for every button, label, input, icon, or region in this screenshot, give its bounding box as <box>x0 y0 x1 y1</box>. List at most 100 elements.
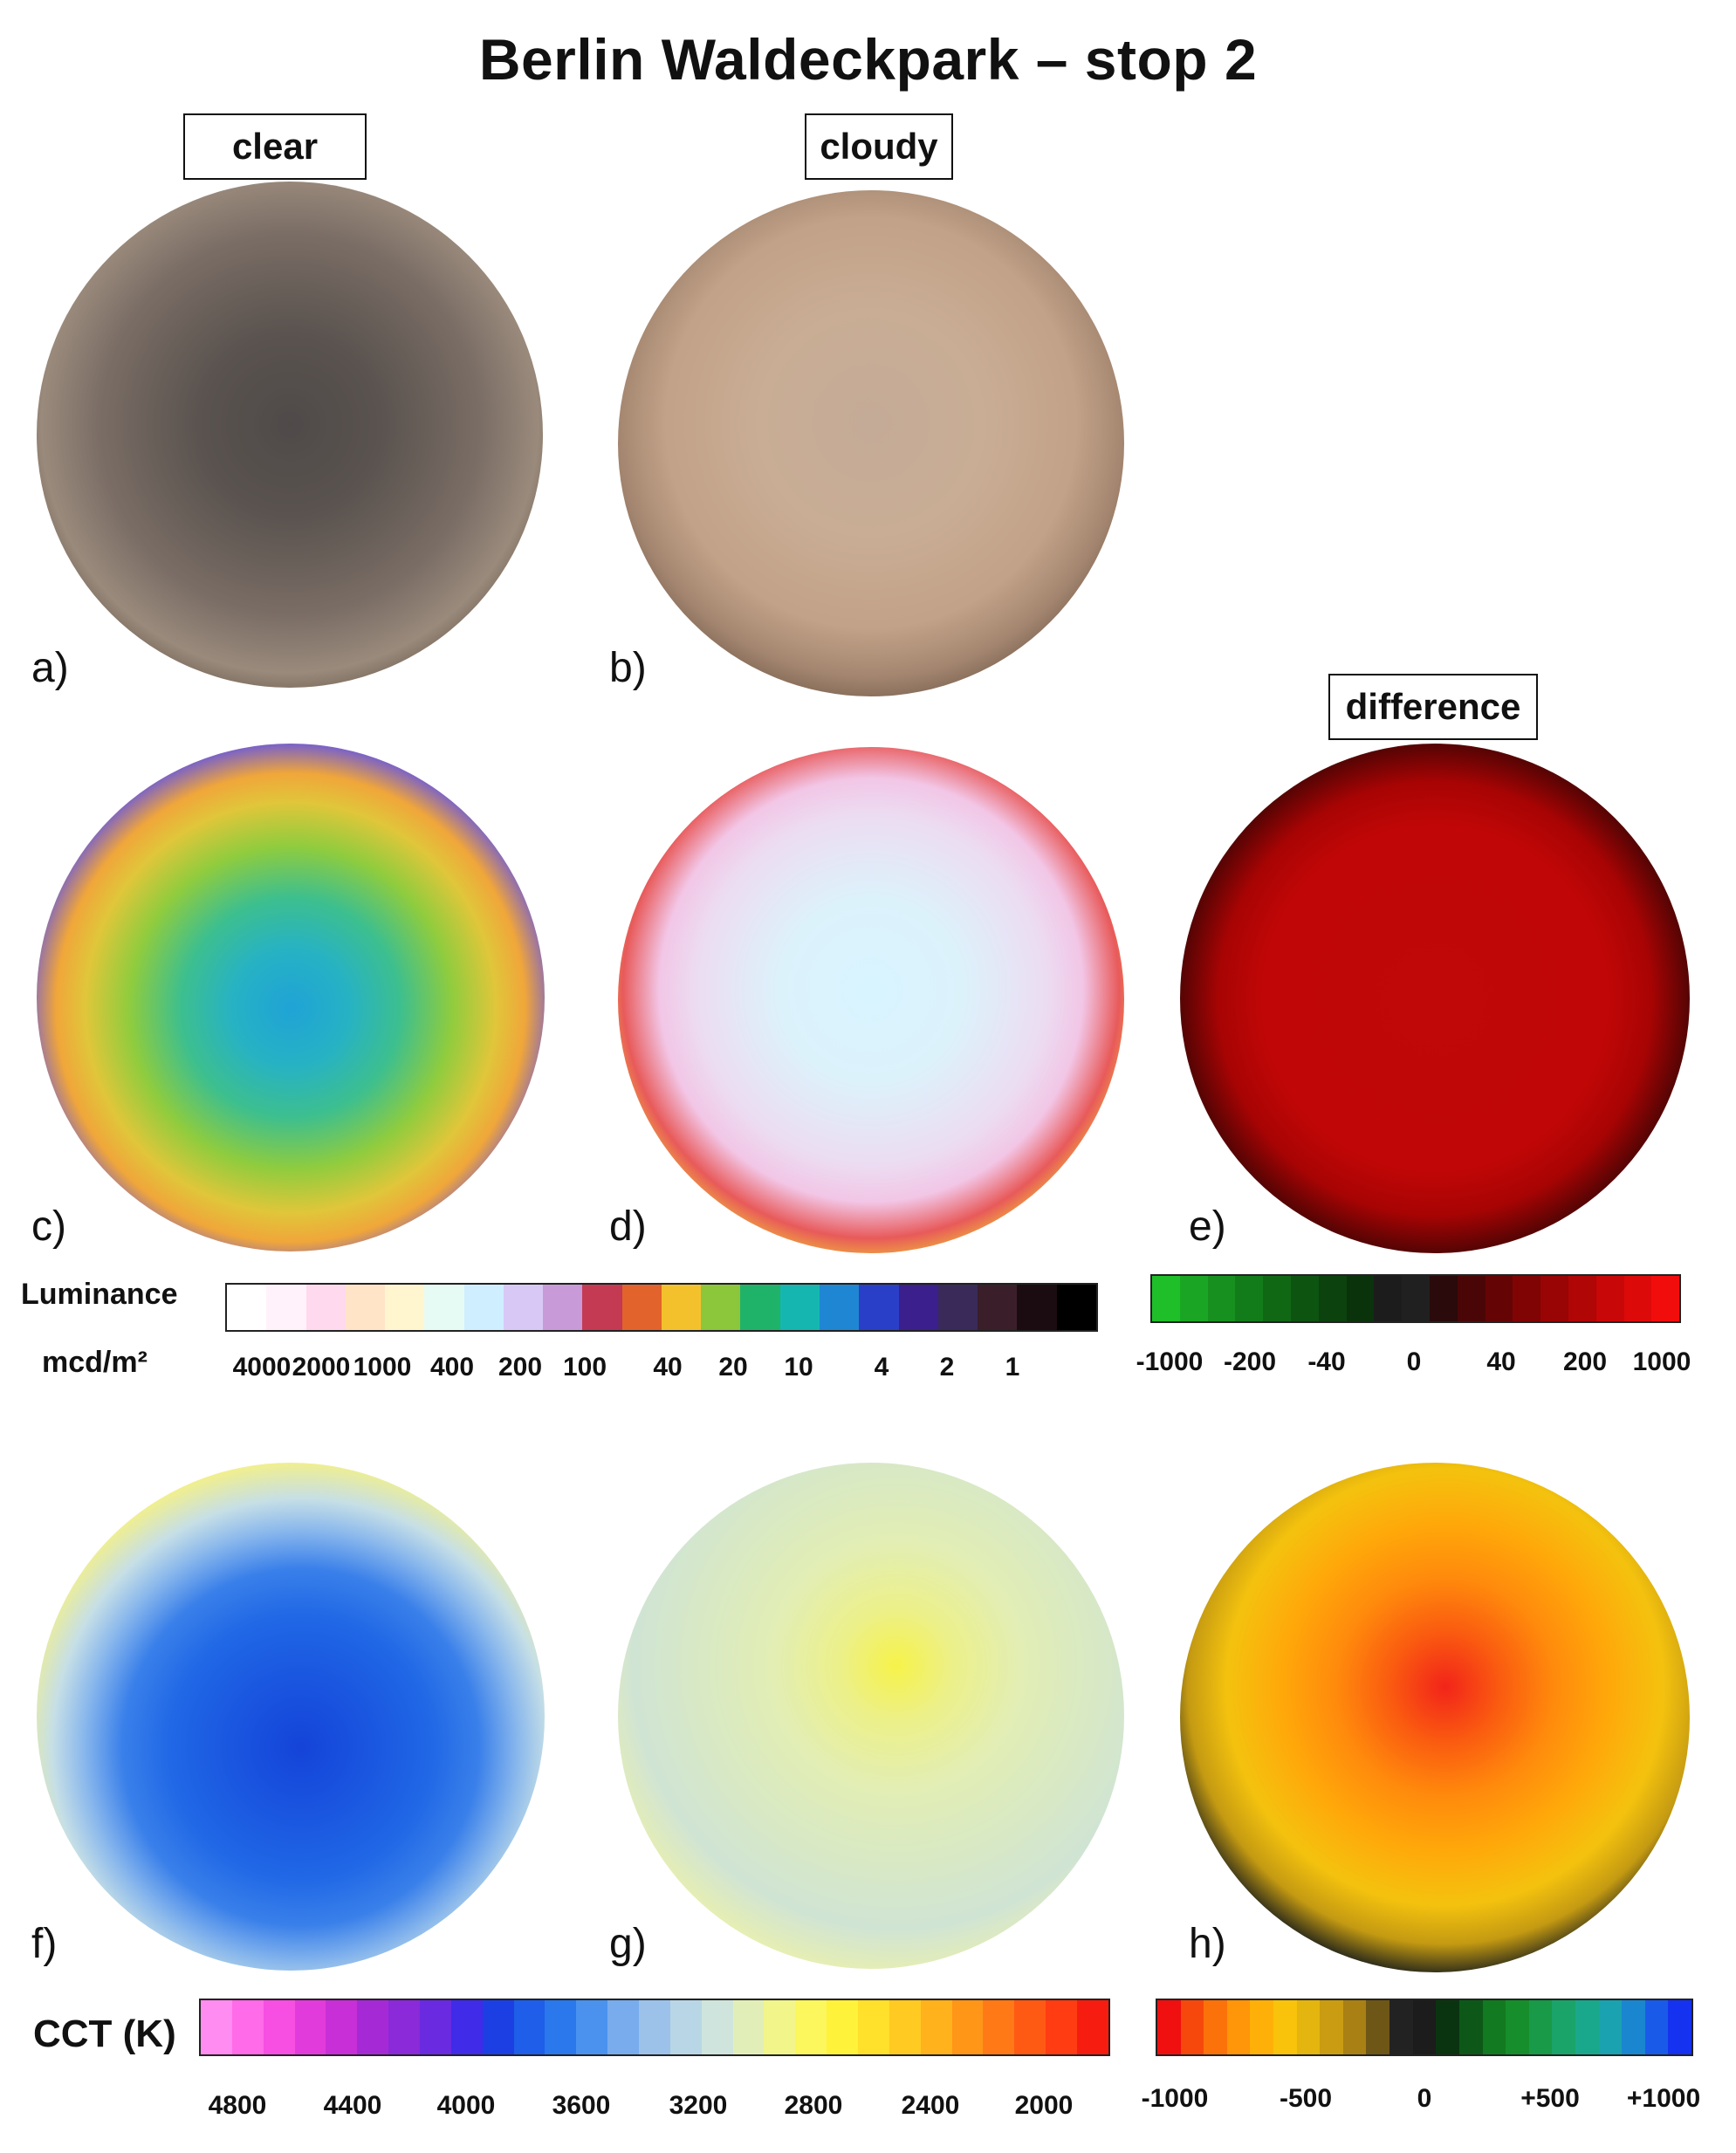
tick-label: 2400 <box>901 2091 960 2120</box>
label-difference: difference <box>1328 674 1538 740</box>
colorbar-segment <box>1513 1276 1541 1321</box>
tick-label: +1000 <box>1626 2084 1701 2113</box>
luminance-scale-unit: mcd/m² <box>42 1346 148 1379</box>
colorbar-segment <box>1046 2000 1078 2054</box>
cct-difference-colorbar <box>1156 1999 1693 2056</box>
tick-label: -200 <box>1223 1347 1277 1376</box>
colorbar-segment <box>450 2000 483 2054</box>
colorbar-segment <box>357 2000 389 2054</box>
tick-label: 1000 <box>353 1353 412 1382</box>
colorbar-segment <box>326 2000 358 2054</box>
panel-label-e: e) <box>1189 1203 1226 1250</box>
colorbar-segment <box>424 1285 464 1330</box>
label-cloudy: cloudy <box>805 113 953 180</box>
colorbar-segment <box>1290 1276 1319 1321</box>
tick-label: 40 <box>653 1353 683 1382</box>
colorbar-segment <box>1651 1276 1680 1321</box>
colorbar-segment <box>858 2000 889 2054</box>
colorbar-segment <box>1668 2000 1692 2054</box>
colorbar-segment <box>920 2000 952 2054</box>
colorbar-segment <box>1263 1276 1291 1321</box>
colorbar-segment <box>1366 2000 1390 2054</box>
colorbar-segment <box>1318 1276 1347 1321</box>
colorbar-segment <box>420 2000 451 2054</box>
colorbar-segment <box>859 1285 899 1330</box>
luminance-colorbar <box>225 1283 1098 1332</box>
colorbar-segment <box>951 2000 984 2054</box>
tick-label: 200 <box>497 1353 543 1382</box>
colorbar-segment <box>779 1285 820 1330</box>
tick-label: 1000 <box>1632 1347 1691 1376</box>
colorbar-segment <box>795 2000 827 2054</box>
colorbar-segment <box>1346 1276 1375 1321</box>
colorbar-segment <box>639 2000 670 2054</box>
luminance-scale-title: Luminance <box>21 1278 178 1311</box>
tick-label: 40 <box>1486 1347 1516 1376</box>
colorbar-segment <box>898 1285 938 1330</box>
tick-label: 4000 <box>232 1353 292 1382</box>
tick-label: 4 <box>874 1353 889 1382</box>
tick-label: +500 <box>1520 2084 1580 2113</box>
colorbar-segment <box>607 2000 640 2054</box>
colorbar-segment <box>1436 2000 1459 2054</box>
cct-map-cloudy <box>618 1463 1124 1969</box>
colorbar-segment <box>1402 1276 1430 1321</box>
colorbar-segment <box>266 1285 306 1330</box>
colorbar-segment <box>388 2000 421 2054</box>
colorbar-segment <box>1429 1276 1458 1321</box>
colorbar-segment <box>1180 2000 1204 2054</box>
tick-label: 4000 <box>436 2091 496 2120</box>
colorbar-segment <box>732 2000 765 2054</box>
colorbar-segment <box>1077 2000 1108 2054</box>
colorbar-segment <box>1204 2000 1227 2054</box>
panel-label-g: g) <box>609 1921 647 1967</box>
panel-label-a: a) <box>31 645 69 691</box>
tick-label: -500 <box>1279 2084 1333 2113</box>
cct-colorbar <box>199 1999 1110 2056</box>
colorbar-segment <box>1457 1276 1486 1321</box>
colorbar-segment <box>294 2000 326 2054</box>
colorbar-segment <box>201 2000 232 2054</box>
colorbar-segment <box>621 1285 662 1330</box>
cct-difference-map <box>1180 1463 1690 1972</box>
colorbar-segment <box>1207 1276 1236 1321</box>
panel-label-b: b) <box>609 645 647 691</box>
colorbar-segment <box>1017 1285 1057 1330</box>
tick-label: 0 <box>1417 2084 1432 2113</box>
colorbar-segment <box>1273 2000 1297 2054</box>
colorbar-segment <box>1296 2000 1321 2054</box>
colorbar-segment <box>983 2000 1015 2054</box>
colorbar-segment <box>305 1285 346 1330</box>
colorbar-segment <box>582 1285 622 1330</box>
tick-label: -1000 <box>1141 2084 1209 2113</box>
colorbar-segment <box>701 1285 741 1330</box>
colorbar-segment <box>978 1285 1018 1330</box>
tick-label: 2000 <box>292 1353 351 1382</box>
colorbar-segment <box>1056 1285 1096 1330</box>
colorbar-segment <box>231 2000 264 2054</box>
colorbar-segment <box>482 2000 514 2054</box>
colorbar-segment <box>1595 1276 1624 1321</box>
label-clear: clear <box>183 113 367 180</box>
colorbar-segment <box>1485 1276 1513 1321</box>
colorbar-segment <box>227 1285 267 1330</box>
colorbar-segment <box>1575 2000 1599 2054</box>
tick-label: 400 <box>429 1353 475 1382</box>
colorbar-segment <box>1389 2000 1413 2054</box>
luminance-map-clear <box>37 744 545 1251</box>
tick-label: 20 <box>718 1353 748 1382</box>
colorbar-segment <box>1568 1276 1596 1321</box>
colorbar-segment <box>1179 1276 1208 1321</box>
colorbar-segment <box>463 1285 504 1330</box>
tick-label: 1 <box>1005 1353 1020 1382</box>
colorbar-segment <box>819 1285 860 1330</box>
luminance-difference-colorbar <box>1150 1274 1681 1323</box>
panel-label-f: f) <box>31 1921 58 1967</box>
colorbar-segment <box>513 2000 546 2054</box>
luminance-difference-map <box>1180 744 1690 1253</box>
tick-label: 3600 <box>552 2091 611 2120</box>
tick-label: 100 <box>562 1353 607 1382</box>
colorbar-segment <box>576 2000 608 2054</box>
colorbar-segment <box>1458 2000 1483 2054</box>
cct-scale-title: CCT (K) <box>33 2012 176 2055</box>
